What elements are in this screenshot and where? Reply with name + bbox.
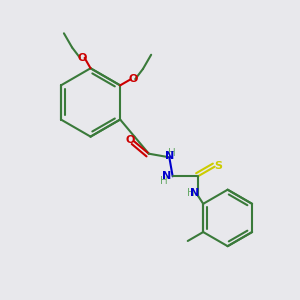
Text: O: O <box>126 135 135 146</box>
Text: N: N <box>162 171 171 181</box>
Text: H: H <box>187 188 194 198</box>
Text: O: O <box>77 53 87 63</box>
Text: N: N <box>165 152 175 161</box>
Text: S: S <box>214 161 222 171</box>
Text: H: H <box>160 176 168 186</box>
Text: N: N <box>190 188 199 198</box>
Text: H: H <box>168 148 176 158</box>
Text: O: O <box>128 74 137 84</box>
